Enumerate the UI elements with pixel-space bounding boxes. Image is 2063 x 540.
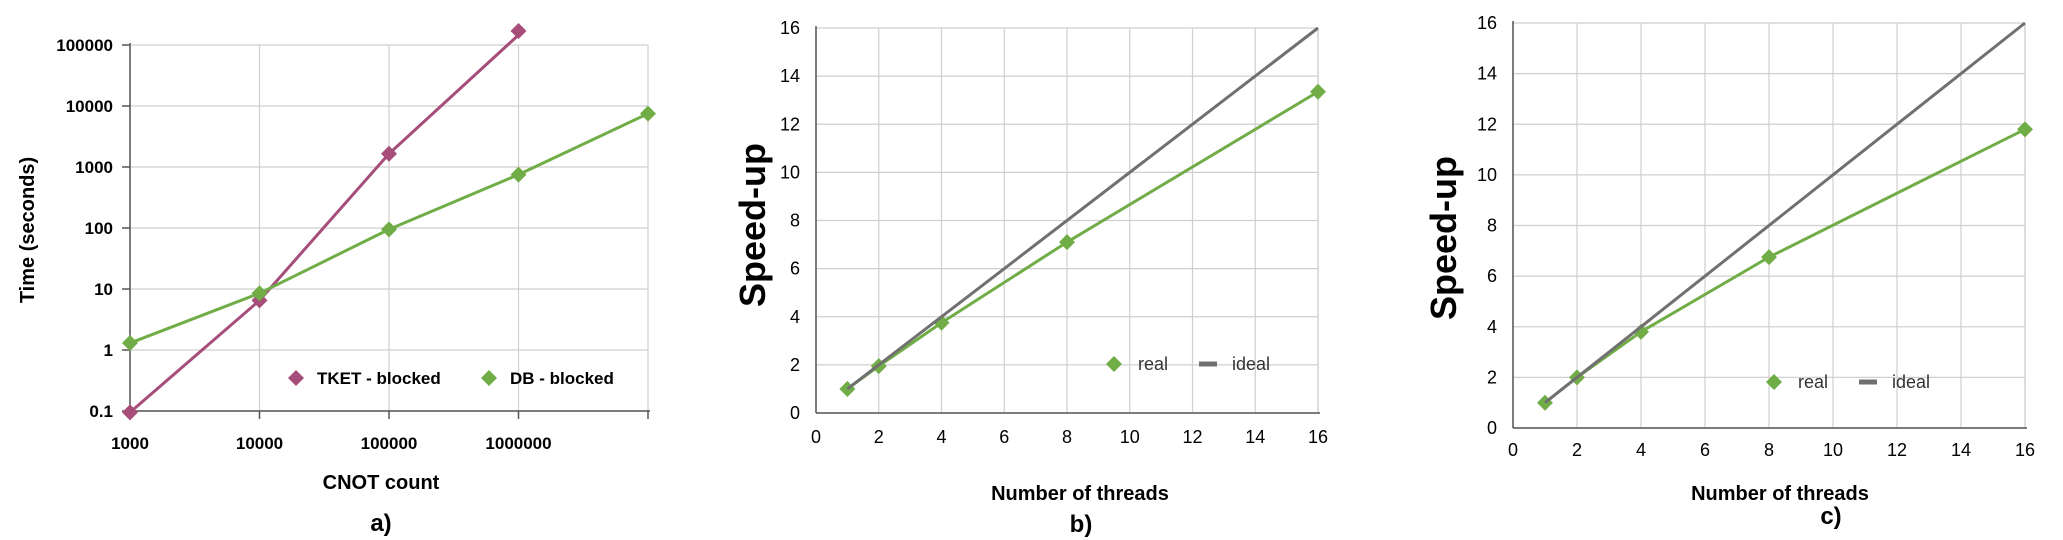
legend-label: ideal — [1232, 354, 1270, 374]
y-tick-label: 10 — [780, 162, 800, 182]
y-tick-label: 14 — [780, 66, 800, 86]
data-point-marker — [251, 285, 268, 302]
data-point-marker — [1761, 249, 1777, 266]
chart-panel-c: 0 2 4 6 8 10 12 14 16 0 2 4 6 8 10 12 14 16 Number of thre… — [1423, 13, 2035, 530]
x-tick-label: 6 — [1700, 440, 1710, 460]
y-tick-label: 100 — [85, 219, 113, 238]
x-tick-label: 10 — [1120, 427, 1140, 447]
legend-label: real — [1138, 354, 1168, 374]
x-tick-label: 2 — [874, 427, 884, 447]
x-tick-label: 1000 — [111, 434, 149, 453]
legend-b: real ideal — [1106, 354, 1270, 374]
y-tick-label: 16 — [780, 18, 800, 38]
x-tick-label: 14 — [1245, 427, 1265, 447]
y-tick-label: 14 — [1477, 64, 1497, 84]
data-point-marker — [122, 335, 138, 352]
data-point-marker — [510, 166, 527, 183]
legend-label: real — [1798, 372, 1828, 392]
x-tick-label: 10000 — [236, 434, 283, 453]
legend-marker — [1766, 374, 1782, 390]
data-point-marker — [1633, 323, 1649, 340]
x-tick-label: 6 — [999, 427, 1009, 447]
x-tick-label: 12 — [1887, 440, 1907, 460]
y-tick-label: 2 — [790, 355, 800, 375]
legend-marker — [481, 370, 497, 386]
x-tick-label: 0 — [1508, 440, 1518, 460]
legend-marker — [1106, 356, 1122, 372]
y-tick-label: 6 — [1487, 266, 1497, 286]
y-tick-label: 0.1 — [89, 402, 113, 421]
y-tick-label: 10 — [94, 280, 113, 299]
series-line — [846, 90, 1319, 391]
y-tick-label: 0 — [1487, 418, 1497, 438]
x-tick-label: 16 — [2015, 440, 2035, 460]
y-tick-label: 8 — [790, 211, 800, 231]
data-point-marker — [381, 145, 397, 162]
y-tick-label: 10 — [1477, 165, 1497, 185]
data-point-marker — [2017, 121, 2033, 138]
chart-panel-a: 1000 10000 100000 1000000 0.1 1 10 100 1000 10000… — [17, 22, 656, 537]
data-point-marker — [1059, 234, 1075, 251]
y-axis-title: Speed-up — [732, 143, 773, 307]
data-point-marker — [640, 105, 656, 122]
y-tick-label: 16 — [1477, 13, 1497, 33]
legend-label: TKET - blocked — [317, 369, 441, 388]
x-tick-label: 4 — [1636, 440, 1646, 460]
x-tick-label: 8 — [1062, 427, 1072, 447]
series-ideal — [1544, 21, 2026, 404]
y-tick-label: 8 — [1487, 216, 1497, 236]
y-tick-label: 0 — [790, 403, 800, 423]
y-tick-label: 1 — [104, 341, 113, 360]
series-ideal — [846, 26, 1319, 391]
panel-label: b) — [1070, 511, 1093, 538]
series-tket---blocked — [122, 22, 527, 421]
x-tick-label: 16 — [1308, 427, 1328, 447]
panel-label: c) — [1820, 503, 1841, 530]
legend-marker — [288, 370, 304, 386]
y-axis-title: Speed-up — [1423, 156, 1464, 320]
data-point-marker — [122, 404, 138, 421]
y-tick-label: 100000 — [56, 36, 113, 55]
chart-panel-b: 0 2 4 6 8 10 12 14 16 0 2 4 6 8 10 12 14 16 Number of thre… — [732, 18, 1328, 538]
data-point-marker — [1310, 83, 1326, 100]
series-line — [1544, 127, 2026, 404]
x-tick-label: 4 — [936, 427, 946, 447]
data-point-marker — [381, 221, 397, 238]
series-line — [846, 26, 1319, 391]
panel-label: a) — [370, 510, 391, 537]
series-db---blocked — [122, 105, 656, 352]
series-real — [839, 83, 1326, 397]
y-tick-label: 4 — [1487, 317, 1497, 337]
legend-c: real ideal — [1766, 372, 1930, 392]
x-tick-label: 14 — [1951, 440, 1971, 460]
x-tick-label: 1000000 — [485, 434, 551, 453]
series-line — [1544, 21, 2026, 404]
legend-label: ideal — [1892, 372, 1930, 392]
x-tick-label: 2 — [1572, 440, 1582, 460]
x-tick-label: 8 — [1764, 440, 1774, 460]
y-tick-label: 6 — [790, 259, 800, 279]
y-tick-label: 12 — [1477, 114, 1497, 134]
legend-a: TKET - blocked DB - blocked — [288, 369, 614, 388]
x-axis-title: CNOT count — [323, 472, 440, 494]
x-axis-title: Number of threads — [991, 483, 1169, 505]
x-tick-label: 10 — [1823, 440, 1843, 460]
x-tick-label: 100000 — [361, 434, 418, 453]
y-axis-title: Time (seconds) — [17, 157, 39, 303]
y-tick-label: 12 — [780, 114, 800, 134]
x-tick-label: 12 — [1182, 427, 1202, 447]
y-tick-label: 2 — [1487, 367, 1497, 387]
legend-label: DB - blocked — [510, 369, 614, 388]
y-tick-label: 10000 — [66, 97, 113, 116]
data-point-marker — [510, 22, 527, 39]
series-line — [129, 33, 520, 414]
y-tick-label: 1000 — [75, 158, 113, 177]
series-real — [1537, 121, 2033, 411]
x-tick-label: 0 — [811, 427, 821, 447]
x-axis-title: Number of threads — [1691, 483, 1869, 505]
y-tick-label: 4 — [790, 307, 800, 327]
